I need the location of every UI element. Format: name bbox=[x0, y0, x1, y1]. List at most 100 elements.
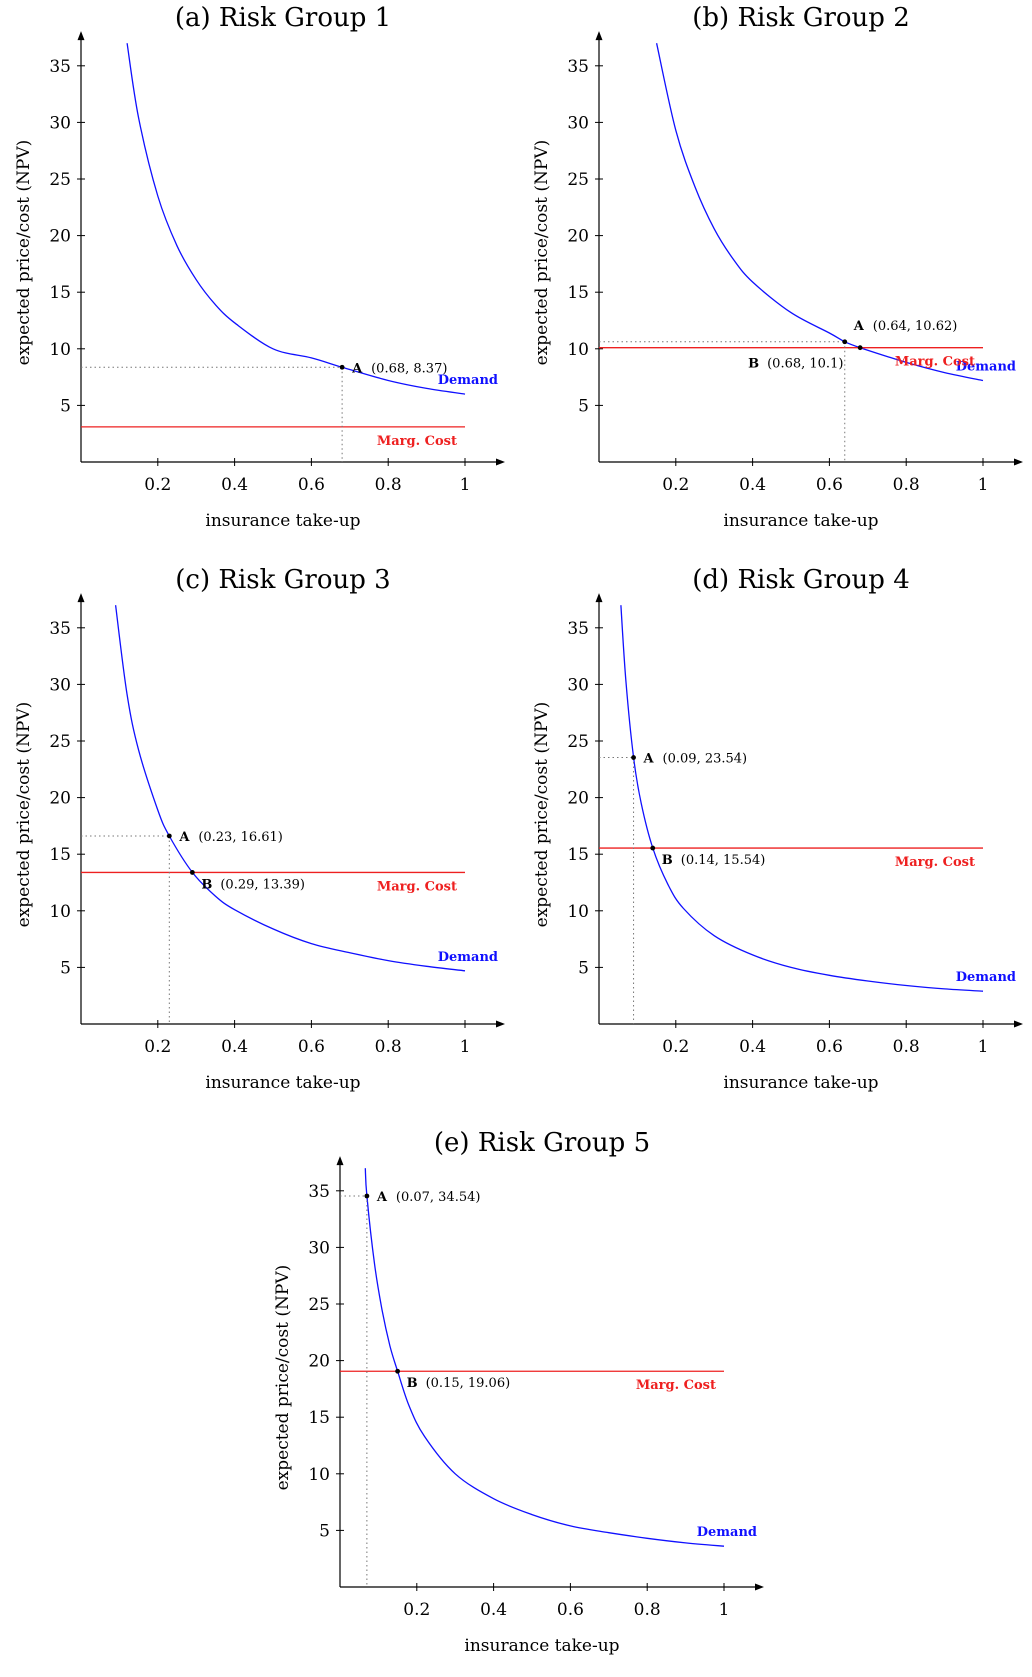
y-tick-label: 15 bbox=[49, 283, 71, 303]
x-tick-label: 0.2 bbox=[144, 475, 171, 495]
marginal-cost-label: Marg. Cost bbox=[636, 1378, 716, 1393]
x-tick-label: 0.2 bbox=[662, 1037, 689, 1057]
x-axis-label: insurance take-up bbox=[723, 511, 878, 531]
x-tick-label: 0.6 bbox=[298, 1037, 325, 1057]
demand-curve bbox=[620, 605, 984, 992]
x-axis-arrow bbox=[755, 1583, 764, 1591]
point-name: B bbox=[201, 877, 212, 892]
y-tick-label: 35 bbox=[567, 57, 589, 77]
point-marker-a bbox=[339, 364, 345, 370]
panel-5: (e) Risk Group 50.2 0.4 0.6 0.8 151015202530… bbox=[273, 1128, 764, 1656]
y-tick-label: 15 bbox=[567, 283, 589, 303]
y-tick-label: 10 bbox=[567, 902, 589, 922]
point-marker-a bbox=[364, 1193, 370, 1199]
panel-2: (b) Risk Group 20.2 0.4 0.6 0.8 151015202530… bbox=[532, 3, 1023, 531]
y-axis-arrow bbox=[595, 31, 603, 41]
point-marker-a bbox=[166, 833, 172, 839]
y-tick-label: 30 bbox=[49, 113, 71, 133]
point-marker-a bbox=[631, 755, 636, 760]
y-tick-label: 20 bbox=[49, 789, 71, 809]
y-axis-label: expected price/cost (NPV) bbox=[532, 702, 552, 928]
x-axis-label: insurance take-up bbox=[205, 1073, 360, 1093]
demand-label: Demand bbox=[438, 373, 498, 388]
x-axis-arrow bbox=[496, 1020, 505, 1028]
x-axis-arrow bbox=[496, 458, 505, 466]
demand-label: Demand bbox=[956, 970, 1016, 985]
y-tick-label: 10 bbox=[308, 1465, 330, 1485]
marginal-cost-label: Marg. Cost bbox=[377, 879, 457, 894]
x-tick-label: 0.4 bbox=[221, 1037, 248, 1057]
x-tick-label: 0.2 bbox=[144, 1037, 171, 1057]
x-tick-label: 0.2 bbox=[403, 1600, 430, 1620]
y-axis-label: expected price/cost (NPV) bbox=[14, 140, 34, 366]
point-marker-b bbox=[857, 345, 863, 351]
demand-label: Demand bbox=[438, 950, 498, 965]
panel-title: (b) Risk Group 2 bbox=[692, 3, 910, 33]
y-tick-label: 25 bbox=[308, 1295, 330, 1315]
y-axis-arrow bbox=[77, 593, 85, 603]
marginal-cost-label: Marg. Cost bbox=[895, 355, 975, 370]
x-tick-label: 0.4 bbox=[221, 475, 248, 495]
y-tick-label: 20 bbox=[308, 1352, 330, 1372]
y-tick-label: 25 bbox=[567, 732, 589, 752]
demand-curve bbox=[655, 43, 984, 382]
point-name: A bbox=[178, 830, 190, 845]
x-axis-label: insurance take-up bbox=[205, 511, 360, 531]
panel-title: (a) Risk Group 1 bbox=[175, 3, 391, 33]
y-tick-label: 30 bbox=[49, 675, 71, 695]
demand-curve bbox=[114, 605, 466, 972]
point-name: A bbox=[376, 1190, 388, 1205]
point-coordinates: (0.64, 10.62) bbox=[873, 319, 958, 334]
y-tick-label: 30 bbox=[567, 113, 589, 133]
x-tick-label: 0.4 bbox=[739, 1037, 766, 1057]
panel-title: (d) Risk Group 4 bbox=[692, 565, 910, 595]
y-tick-label: 20 bbox=[49, 227, 71, 247]
x-axis-label: insurance take-up bbox=[464, 1636, 619, 1656]
y-tick-label: 15 bbox=[567, 845, 589, 865]
x-tick-label: 1 bbox=[460, 1037, 471, 1057]
demand-label: Demand bbox=[697, 1525, 757, 1540]
x-tick-label: 1 bbox=[978, 475, 989, 495]
y-axis-label: expected price/cost (NPV) bbox=[532, 140, 552, 366]
panel-title: (c) Risk Group 3 bbox=[175, 565, 390, 595]
x-tick-label: 0.6 bbox=[816, 1037, 843, 1057]
y-tick-label: 30 bbox=[567, 675, 589, 695]
point-name: B bbox=[407, 1376, 418, 1391]
y-tick-label: 10 bbox=[49, 902, 71, 922]
y-tick-label: 5 bbox=[60, 396, 71, 416]
y-tick-label: 35 bbox=[308, 1182, 330, 1202]
x-axis-label: insurance take-up bbox=[723, 1073, 878, 1093]
x-tick-label: 0.8 bbox=[634, 1600, 661, 1620]
marginal-cost-label: Marg. Cost bbox=[377, 434, 457, 449]
y-tick-label: 35 bbox=[49, 619, 71, 639]
y-tick-label: 20 bbox=[567, 789, 589, 809]
y-tick-label: 15 bbox=[308, 1408, 330, 1428]
demand-label: Demand bbox=[956, 359, 1016, 374]
point-coordinates: (0.29, 13.39) bbox=[220, 877, 305, 892]
point-name: A bbox=[643, 752, 655, 767]
x-tick-label: 1 bbox=[719, 1600, 730, 1620]
y-tick-label: 20 bbox=[567, 227, 589, 247]
point-coordinates: (0.15, 19.06) bbox=[426, 1376, 511, 1391]
y-tick-label: 10 bbox=[49, 340, 71, 360]
point-marker-b bbox=[189, 870, 195, 875]
point-name: A bbox=[853, 319, 865, 334]
point-name: B bbox=[748, 357, 759, 372]
y-tick-label: 25 bbox=[567, 170, 589, 190]
x-tick-label: 0.8 bbox=[375, 475, 402, 495]
y-tick-label: 5 bbox=[60, 958, 71, 978]
x-axis-arrow bbox=[1014, 1020, 1023, 1028]
y-tick-label: 5 bbox=[578, 958, 589, 978]
point-coordinates: (0.68, 8.37) bbox=[371, 361, 447, 376]
x-tick-label: 1 bbox=[978, 1037, 989, 1057]
x-axis-arrow bbox=[1014, 458, 1023, 466]
point-coordinates: (0.07, 34.54) bbox=[396, 1190, 481, 1205]
x-tick-label: 0.6 bbox=[816, 475, 843, 495]
x-tick-label: 0.8 bbox=[893, 1037, 920, 1057]
x-tick-label: 0.4 bbox=[739, 475, 766, 495]
demand-curve bbox=[364, 1168, 725, 1547]
panel-3: (c) Risk Group 30.2 0.4 0.6 0.8 151015202530… bbox=[14, 565, 505, 1093]
panel-1: (a) Risk Group 10.2 0.4 0.6 0.8 151015202530… bbox=[14, 3, 505, 531]
x-tick-label: 0.2 bbox=[662, 475, 689, 495]
